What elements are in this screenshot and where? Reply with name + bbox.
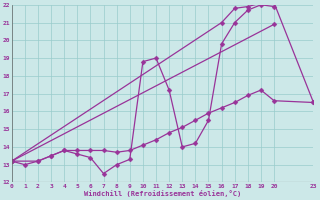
X-axis label: Windchill (Refroidissement éolien,°C): Windchill (Refroidissement éolien,°C)	[84, 190, 241, 197]
